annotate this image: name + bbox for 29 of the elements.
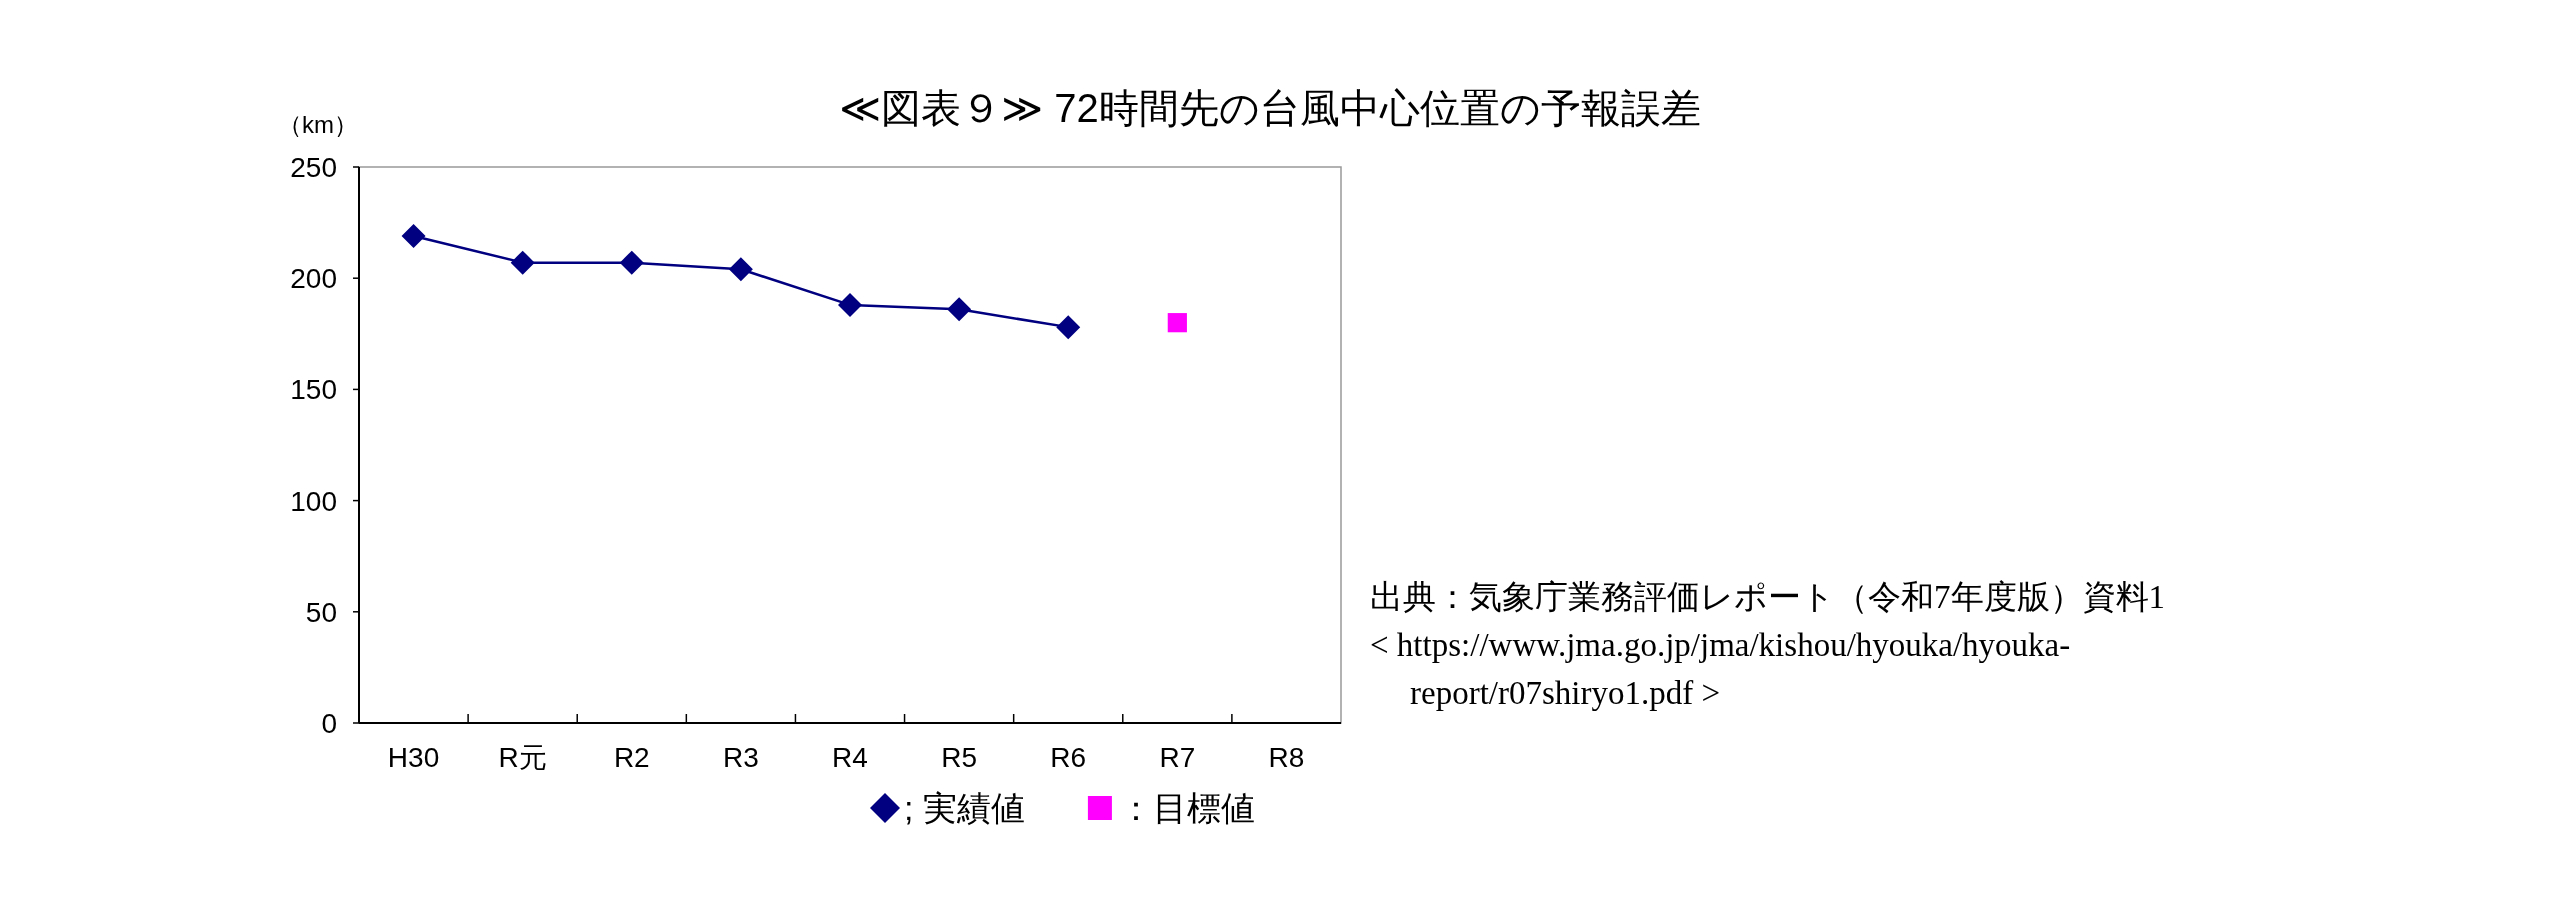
y-tick-label: 200 bbox=[290, 263, 337, 295]
point bbox=[619, 250, 644, 275]
point bbox=[401, 223, 426, 248]
y-tick-label: 150 bbox=[290, 374, 337, 406]
x-tick-label: R元 bbox=[498, 742, 547, 773]
x-tick-label: R3 bbox=[722, 742, 759, 773]
point bbox=[947, 297, 972, 322]
x-tick-label: R4 bbox=[832, 742, 868, 773]
source-note: 出典：気象庁業務評価レポート（令和7年度版）資料1 bbox=[1370, 579, 2165, 615]
x-tick-label: H30 bbox=[387, 742, 440, 773]
y-tick-label: 250 bbox=[290, 152, 337, 183]
point bbox=[510, 250, 535, 275]
text: < https://www.jma.go.jp/jma/kishou/hyouka/hyouka- bbox=[1370, 627, 2071, 663]
y-axis-title: （km） bbox=[278, 111, 358, 138]
x-tick-label: R2 bbox=[613, 742, 650, 773]
x-tick-label: R8 bbox=[1268, 742, 1305, 773]
y-tick-label: 0 bbox=[321, 708, 337, 739]
point bbox=[728, 257, 753, 282]
y-tick-label: 100 bbox=[290, 485, 337, 517]
x-tick-label: R6 bbox=[1050, 742, 1087, 773]
x-tick-label: R5 bbox=[941, 742, 978, 773]
y-tick-label: 50 bbox=[305, 596, 337, 628]
chart-title: ≪図表９≫ 72時間先の台風中心位置の予報誤差 bbox=[839, 86, 1701, 130]
text: report/r07shiryo1.pdf > bbox=[1410, 675, 1721, 711]
legend-label: ; 実績値 bbox=[904, 789, 1025, 827]
point bbox=[838, 292, 862, 317]
point bbox=[1056, 315, 1081, 340]
x-tick-label: R7 bbox=[1159, 742, 1196, 773]
legend-label: ：目標値 bbox=[1118, 789, 1255, 827]
